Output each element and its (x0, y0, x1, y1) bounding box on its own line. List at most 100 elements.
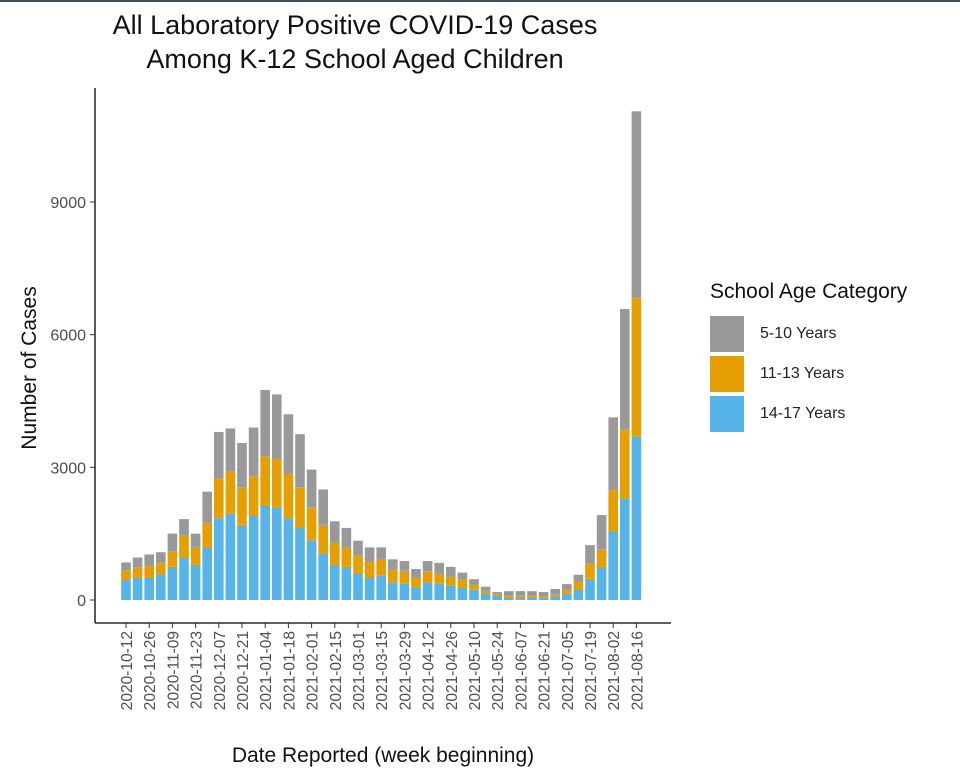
bar-14-17-years-2021-04-26 (446, 585, 456, 600)
bar-11-13-years-2021-03-29 (399, 570, 410, 584)
bar-5-10-years-2021-05-10 (469, 579, 479, 585)
bar-11-13-years-2020-11-23 (190, 546, 201, 565)
bar-11-13-years-2021-08-16 (631, 297, 642, 437)
bar-14-17-years-2020-11-02 (156, 574, 166, 600)
legend-label-11-13: 11-13 Years (760, 365, 845, 382)
bar-11-13-years-2021-06-14 (527, 595, 537, 597)
bars-layer (121, 111, 642, 600)
bar-5-10-years-2020-12-28 (248, 427, 259, 477)
x-tick-label-2021-06-07: 2021-06-07 (513, 631, 530, 710)
bar-11-13-years-2020-11-30 (202, 522, 212, 547)
bar-14-17-years-2021-03-01 (353, 573, 363, 600)
bar-5-10-years-2020-11-02 (156, 552, 166, 563)
bar-11-13-years-2021-02-15 (330, 542, 340, 565)
bar-11-13-years-2021-01-04 (260, 456, 270, 505)
bar-5-10-years-2021-04-12 (422, 561, 433, 572)
x-tick-label-2021-02-01: 2021-02-01 (305, 631, 322, 710)
x-tick-label-2021-03-01: 2021-03-01 (351, 631, 368, 710)
bar-11-13-years-2020-11-16 (179, 535, 189, 558)
bar-5-10-years-2021-01-11 (272, 394, 282, 459)
y-tick-label-3000: 3000 (50, 460, 86, 477)
bar-5-10-years-2020-10-12 (121, 562, 131, 571)
bar-14-17-years-2021-02-15 (330, 564, 340, 600)
bar-14-17-years-2021-07-05 (562, 593, 572, 600)
bar-5-10-years-2021-04-05 (411, 569, 421, 578)
bar-11-13-years-2020-10-12 (121, 570, 131, 581)
bar-11-13-years-2021-02-22 (341, 546, 352, 567)
bar-14-17-years-2020-12-14 (225, 513, 236, 600)
x-tick-label-2021-04-26: 2021-04-26 (444, 631, 461, 710)
x-tick-label-2020-10-26: 2020-10-26 (142, 631, 159, 710)
bar-5-10-years-2021-02-22 (341, 527, 352, 547)
legend-swatch-11-13 (710, 356, 744, 392)
x-tick-label-2021-07-05: 2021-07-05 (560, 631, 577, 710)
x-tick-label-2020-12-07: 2020-12-07 (212, 631, 229, 710)
bar-14-17-years-2020-12-21 (237, 524, 247, 600)
y-tick-label-9000: 9000 (50, 195, 86, 212)
bar-5-10-years-2020-11-23 (190, 533, 201, 547)
legend: School Age Category 5-10 Years 11-13 Yea… (710, 280, 907, 434)
bar-5-10-years-2021-01-18 (283, 414, 294, 474)
bar-5-10-years-2020-12-21 (237, 443, 247, 488)
bar-5-10-years-2021-01-04 (260, 389, 270, 457)
bar-5-10-years-2021-02-15 (330, 521, 340, 543)
bar-14-17-years-2021-03-29 (399, 583, 410, 600)
x-ticks: 2020-10-12 2020-10-26 2020-11-09 2020-11-23… (119, 623, 646, 710)
bar-11-13-years-2021-07-05 (562, 589, 572, 594)
bar-5-10-years-2021-01-25 (295, 434, 305, 488)
bar-5-10-years-2020-11-16 (179, 519, 189, 536)
bar-14-17-years-2021-05-31 (504, 596, 514, 600)
bar-11-13-years-2020-11-09 (167, 551, 178, 567)
bar-5-10-years-2021-07-05 (562, 584, 572, 590)
bar-5-10-years-2021-08-16 (631, 111, 642, 298)
bar-14-17-years-2021-01-04 (260, 504, 270, 600)
bar-14-17-years-2021-06-28 (550, 596, 560, 600)
x-tick-label-2021-07-19: 2021-07-19 (583, 631, 600, 710)
bar-14-17-years-2021-04-12 (422, 582, 433, 600)
bar-14-17-years-2021-03-22 (388, 582, 398, 600)
bar-11-13-years-2021-08-09 (620, 429, 630, 499)
bar-14-17-years-2020-11-30 (202, 546, 212, 600)
bar-5-10-years-2020-12-14 (225, 428, 236, 472)
x-tick-label-2020-10-12: 2020-10-12 (119, 631, 136, 710)
bar-14-17-years-2020-10-12 (121, 580, 131, 600)
bar-11-13-years-2021-01-25 (295, 487, 305, 528)
legend-item-14-17: 14-17 Years (710, 394, 907, 434)
bar-14-17-years-2021-05-24 (492, 595, 502, 600)
bar-11-13-years-2020-12-28 (248, 476, 259, 516)
bar-5-10-years-2021-03-01 (353, 540, 363, 556)
bar-5-10-years-2021-02-08 (318, 489, 328, 525)
bar-11-13-years-2021-05-24 (492, 593, 502, 596)
bar-5-10-years-2021-06-21 (538, 592, 549, 597)
bar-14-17-years-2021-02-01 (306, 540, 317, 600)
x-tick-label-2021-06-21: 2021-06-21 (537, 631, 554, 710)
bar-14-17-years-2021-03-08 (364, 577, 375, 600)
bar-14-17-years-2020-12-07 (214, 518, 224, 600)
bar-14-17-years-2021-01-18 (283, 518, 294, 600)
bar-5-10-years-2021-06-28 (550, 588, 560, 595)
bar-11-13-years-2021-06-07 (515, 595, 526, 597)
bar-11-13-years-2021-05-10 (469, 584, 479, 590)
bar-11-13-years-2020-12-07 (214, 478, 224, 519)
bar-14-17-years-2021-06-07 (515, 596, 526, 600)
bar-11-13-years-2021-07-26 (596, 549, 607, 567)
x-tick-label-2021-03-29: 2021-03-29 (397, 631, 414, 710)
bar-5-10-years-2020-11-09 (167, 533, 178, 552)
legend-label-5-10: 5-10 Years (760, 325, 837, 342)
bar-14-17-years-2021-05-03 (457, 587, 468, 600)
bar-11-13-years-2021-05-03 (457, 579, 468, 588)
legend-swatch-14-17 (710, 396, 744, 432)
bar-14-17-years-2021-02-08 (318, 553, 328, 600)
bar-5-10-years-2021-07-26 (596, 515, 607, 550)
bar-14-17-years-2021-05-10 (469, 589, 479, 600)
bar-11-13-years-2021-06-28 (550, 594, 560, 597)
x-tick-label-2021-05-24: 2021-05-24 (490, 631, 507, 711)
bar-5-10-years-2021-04-26 (446, 566, 456, 577)
bar-11-13-years-2020-12-14 (225, 471, 236, 514)
bar-14-17-years-2020-11-16 (179, 557, 189, 600)
x-tick-label-2021-08-16: 2021-08-16 (629, 631, 646, 710)
bar-5-10-years-2021-05-17 (480, 586, 491, 591)
bar-11-13-years-2021-05-31 (504, 595, 514, 597)
bar-11-13-years-2021-04-19 (434, 573, 444, 584)
